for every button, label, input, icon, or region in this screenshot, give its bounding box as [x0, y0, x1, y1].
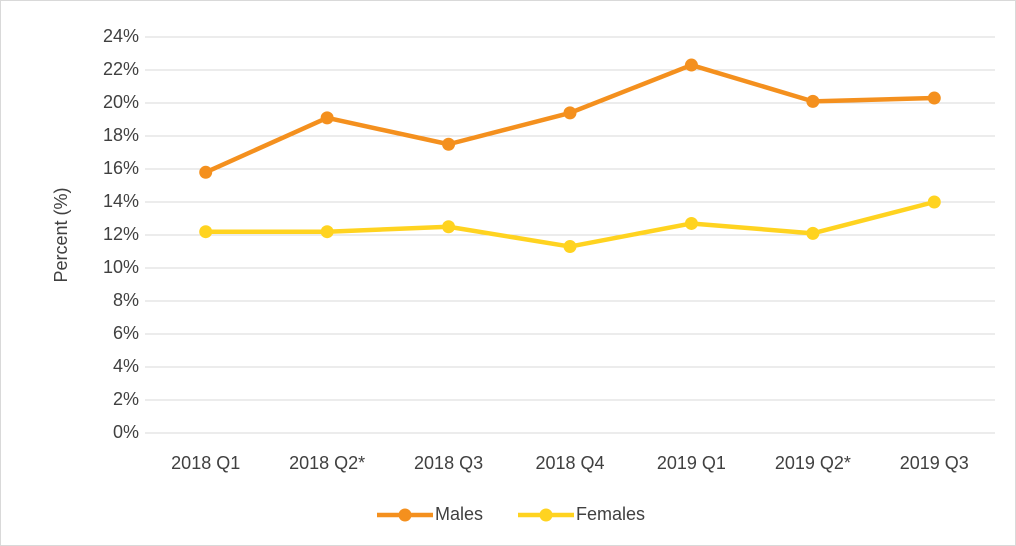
x-tick-label: 2019 Q2*	[775, 453, 851, 473]
y-tick-label: 22%	[103, 59, 139, 79]
legend-marker	[398, 508, 412, 522]
x-tick-label: 2018 Q4	[535, 453, 604, 473]
data-point	[442, 137, 456, 151]
x-tick-label: 2019 Q3	[900, 453, 969, 473]
data-point	[806, 226, 820, 240]
data-point	[806, 94, 820, 108]
data-point	[927, 91, 941, 105]
x-tick-label: 2018 Q1	[171, 453, 240, 473]
data-point	[320, 111, 334, 125]
legend-label: Males	[435, 504, 483, 524]
y-tick-label: 0%	[113, 422, 139, 442]
y-tick-label: 2%	[113, 389, 139, 409]
x-tick-label: 2018 Q2*	[289, 453, 365, 473]
data-point	[563, 240, 577, 254]
y-tick-label: 10%	[103, 257, 139, 277]
y-tick-label: 6%	[113, 323, 139, 343]
y-tick-label: 14%	[103, 191, 139, 211]
legend-marker	[539, 508, 553, 522]
data-point	[199, 165, 213, 179]
y-axis-label: Percent (%)	[51, 187, 71, 282]
y-tick-label: 20%	[103, 92, 139, 112]
data-point	[684, 216, 698, 230]
y-tick-label: 12%	[103, 224, 139, 244]
x-tick-label: 2018 Q3	[414, 453, 483, 473]
y-tick-label: 16%	[103, 158, 139, 178]
y-tick-label: 24%	[103, 26, 139, 46]
data-point	[927, 195, 941, 209]
data-point	[442, 220, 456, 234]
data-point	[199, 225, 213, 239]
y-tick-label: 8%	[113, 290, 139, 310]
data-point	[684, 58, 698, 72]
data-point	[320, 225, 334, 239]
x-tick-label: 2019 Q1	[657, 453, 726, 473]
y-tick-label: 18%	[103, 125, 139, 145]
legend-label: Females	[576, 504, 645, 524]
data-point	[563, 106, 577, 120]
y-tick-label: 4%	[113, 356, 139, 376]
